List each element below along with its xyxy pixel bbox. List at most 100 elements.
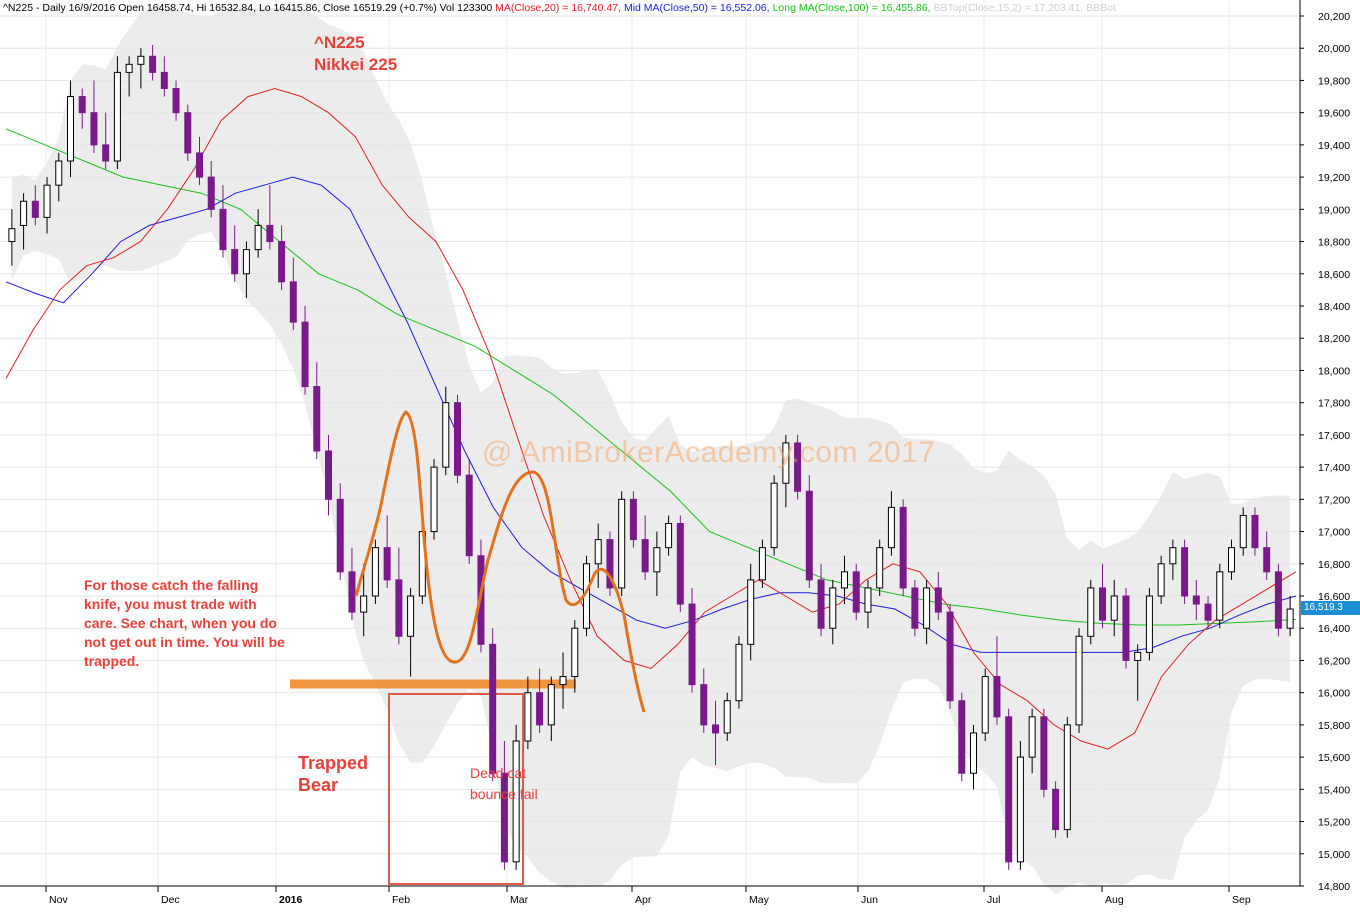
candle-body: [864, 587, 872, 613]
candle-body: [149, 55, 157, 73]
candle-body: [1263, 547, 1271, 573]
note-line: For those catch the falling: [84, 577, 259, 593]
bbtop-legend: BBTop(Close,15,2) = 17,203.41,: [933, 2, 1084, 14]
candle-body: [594, 539, 602, 565]
ma20-legend: MA(Close,20) = 16,740.47,: [495, 2, 621, 14]
candle-body: [1181, 547, 1189, 597]
candle-body: [1157, 563, 1165, 597]
candle-body: [207, 176, 215, 210]
candle-body: [934, 587, 942, 613]
candle-body: [1239, 514, 1247, 549]
candle-body: [782, 442, 790, 484]
candle-body: [770, 482, 778, 549]
candle-body: [8, 228, 16, 243]
candle-body: [90, 112, 98, 146]
candle-body: [325, 450, 332, 500]
candle-body: [289, 281, 297, 323]
y-tick-label: 16,800: [1318, 559, 1350, 571]
candle-body: [301, 321, 309, 388]
candle-body: [137, 55, 145, 65]
candle-body: [500, 772, 508, 863]
candle-body: [266, 224, 274, 243]
title-line-2: Nikkei 225: [314, 55, 398, 74]
candle-body: [536, 692, 544, 726]
candle-body: [1028, 716, 1036, 758]
candle-body: [735, 643, 743, 702]
x-tick-label: Dec: [161, 894, 180, 906]
candle-body: [805, 490, 813, 581]
candle-body: [911, 587, 919, 629]
y-tick-label: 15,000: [1318, 849, 1350, 861]
candle-body: [31, 200, 39, 218]
candle-body: [1063, 724, 1071, 831]
candle-body: [113, 71, 121, 162]
x-tick-label: Mar: [510, 894, 529, 906]
candle-body: [829, 587, 837, 629]
candle-body: [1274, 571, 1282, 629]
title-line-1: ^N225: [314, 33, 365, 52]
candle-body: [371, 547, 379, 597]
candle-body: [67, 96, 74, 162]
y-tick-label: 19,800: [1318, 75, 1350, 87]
candle-body: [512, 740, 520, 863]
trapped-box: [388, 693, 524, 885]
candle-body: [876, 547, 884, 589]
y-tick-label: 19,600: [1318, 108, 1350, 120]
candle-body: [489, 643, 497, 774]
candle-body: [383, 547, 391, 581]
candle-body: [641, 539, 649, 573]
candle-body: [172, 88, 180, 114]
y-tick-label: 15,200: [1318, 817, 1350, 829]
bollinger-band: [11, 7, 1291, 895]
orange-swing-path: [354, 410, 646, 713]
y-tick-label: 17,800: [1318, 398, 1350, 410]
y-tick-label: 18,200: [1318, 333, 1350, 345]
candle-body: [1145, 595, 1153, 653]
candle-body: [395, 579, 403, 637]
candle-body: [278, 241, 286, 283]
x-tick-label: 2016: [279, 894, 303, 906]
candle-body: [1075, 635, 1083, 726]
candle-body: [348, 571, 356, 613]
trapped-line-1: Trapped: [298, 753, 369, 773]
month-grid-lines: [45, 0, 1230, 886]
watermark: @ AmiBrokerAcademy.com 2017: [482, 436, 936, 469]
candle-body: [1110, 595, 1118, 621]
y-tick-label: 18,800: [1318, 237, 1350, 249]
candle-body: [958, 700, 966, 774]
symbol-info: ^N225 - Daily 16/9/2016 Open 16458.74, H…: [3, 2, 493, 14]
y-tick-label: 18,400: [1318, 301, 1350, 313]
candle-body: [571, 627, 579, 678]
y-tick-label: 18,000: [1318, 365, 1350, 377]
deadcat-line-1: Dead cat: [470, 765, 527, 781]
note-line: knife, you must trade with: [84, 596, 257, 612]
candle-body: [78, 96, 86, 114]
candle-body: [723, 700, 731, 734]
candle-body: [852, 571, 860, 613]
candle-body: [336, 498, 344, 573]
candle-body: [653, 547, 661, 573]
x-tick-label: Apr: [635, 894, 652, 906]
candle-body: [1016, 756, 1024, 863]
x-tick-label: May: [749, 894, 770, 906]
candle-body: [1204, 603, 1212, 621]
candle-body: [1052, 788, 1060, 831]
x-tick-label: Feb: [392, 894, 410, 906]
note-line: trapped.: [84, 653, 140, 669]
candle-body: [1087, 587, 1095, 637]
candles: [8, 45, 1294, 870]
x-tick-label: Sep: [1232, 894, 1251, 906]
candle-body: [1251, 514, 1259, 549]
candle-body: [899, 506, 907, 589]
candle-body: [1122, 595, 1130, 661]
y-tick-label: 15,400: [1318, 784, 1350, 796]
ma50-legend: Mid MA(Close,50) = 16,552.06,: [623, 2, 770, 14]
candle-body: [20, 200, 28, 226]
candle-body: [254, 224, 262, 251]
candle-body: [160, 71, 168, 89]
ma20-line: [5, 87, 1297, 750]
y-tick-label: 17,000: [1318, 527, 1350, 539]
candle-body: [430, 466, 438, 533]
last-price-tag: 16,519.3: [1301, 601, 1360, 615]
